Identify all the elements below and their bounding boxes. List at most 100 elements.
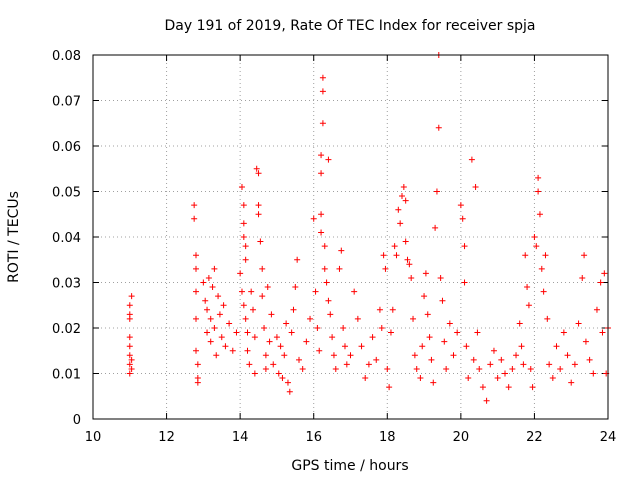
data-point [314, 325, 321, 331]
data-point [246, 361, 253, 368]
data-point [513, 352, 520, 359]
data-point [211, 265, 218, 272]
data-point [321, 243, 328, 250]
data-point [470, 356, 477, 363]
data-point [261, 325, 268, 331]
y-tick-label: 0.06 [52, 140, 81, 155]
data-point [402, 197, 409, 204]
data-point [410, 315, 417, 322]
data-point [397, 220, 404, 227]
data-point [229, 347, 236, 354]
x-tick-label: 12 [158, 430, 175, 445]
data-point [439, 297, 446, 304]
data-point [240, 202, 247, 209]
data-point [509, 365, 516, 372]
data-point [579, 274, 586, 281]
data-point [253, 165, 260, 172]
data-point [128, 365, 135, 372]
data-point [262, 365, 269, 372]
data-point [524, 284, 531, 291]
data-point [553, 343, 560, 350]
data-point [437, 274, 444, 281]
data-point [316, 347, 323, 354]
data-point [207, 338, 214, 345]
data-point [450, 352, 457, 359]
data-point [290, 306, 297, 313]
data-point [325, 156, 332, 163]
plot-frame [92, 54, 609, 420]
data-point [288, 329, 295, 336]
grid-lines [93, 55, 608, 419]
x-tick-label: 10 [85, 430, 102, 445]
data-point [358, 343, 365, 350]
data-point [220, 302, 227, 309]
data-point [240, 234, 247, 240]
data-point [310, 215, 317, 222]
data-point [294, 256, 301, 263]
data-point [270, 361, 277, 368]
data-point [529, 384, 536, 391]
data-point [242, 315, 249, 322]
data-point [341, 343, 348, 350]
data-point [586, 356, 593, 363]
x-tick-label: 22 [526, 430, 543, 445]
data-point [417, 375, 424, 382]
data-point [126, 311, 133, 318]
data-point [520, 361, 527, 368]
data-point [284, 379, 291, 386]
data-point [207, 315, 214, 322]
data-point [538, 265, 545, 272]
data-point [255, 170, 262, 177]
data-point [318, 211, 325, 218]
data-point [126, 343, 133, 350]
x-tick-label: 20 [453, 430, 470, 445]
data-point [193, 347, 199, 354]
data-point [419, 343, 426, 350]
data-point [433, 188, 440, 195]
data-point [330, 352, 337, 359]
data-point [336, 265, 343, 272]
data-point [386, 384, 393, 391]
data-point [581, 252, 588, 259]
data-point [216, 311, 223, 318]
data-point [279, 375, 286, 382]
data-point [318, 152, 325, 159]
data-point [128, 356, 135, 363]
data-point [459, 215, 466, 222]
data-point [255, 211, 262, 218]
data-point [323, 279, 330, 286]
data-point [240, 302, 247, 309]
data-point [312, 288, 319, 295]
data-point [476, 365, 483, 372]
data-point [571, 361, 578, 368]
data-point [268, 311, 275, 318]
data-point [191, 215, 198, 222]
data-point [275, 370, 282, 377]
data-point [542, 252, 549, 259]
data-point [549, 375, 556, 382]
data-point [362, 375, 369, 382]
data-point [296, 356, 302, 363]
data-point [435, 124, 442, 131]
y-tick-label: 0 [73, 413, 81, 428]
data-point [211, 325, 218, 331]
data-point [522, 252, 529, 259]
x-tick-label: 24 [600, 430, 617, 445]
data-point [193, 252, 199, 259]
data-point [535, 174, 542, 181]
data-point [465, 375, 472, 382]
data-point [505, 384, 512, 391]
data-point [432, 224, 439, 231]
data-point [441, 338, 448, 345]
data-point [318, 229, 325, 236]
data-point [474, 329, 481, 336]
data-point [126, 352, 133, 359]
data-point [457, 202, 464, 209]
data-point [461, 279, 468, 286]
data-point [347, 352, 354, 359]
data-point [597, 279, 604, 286]
data-point [384, 365, 391, 372]
data-point [126, 302, 133, 309]
data-point [255, 202, 262, 209]
data-point [599, 329, 606, 336]
